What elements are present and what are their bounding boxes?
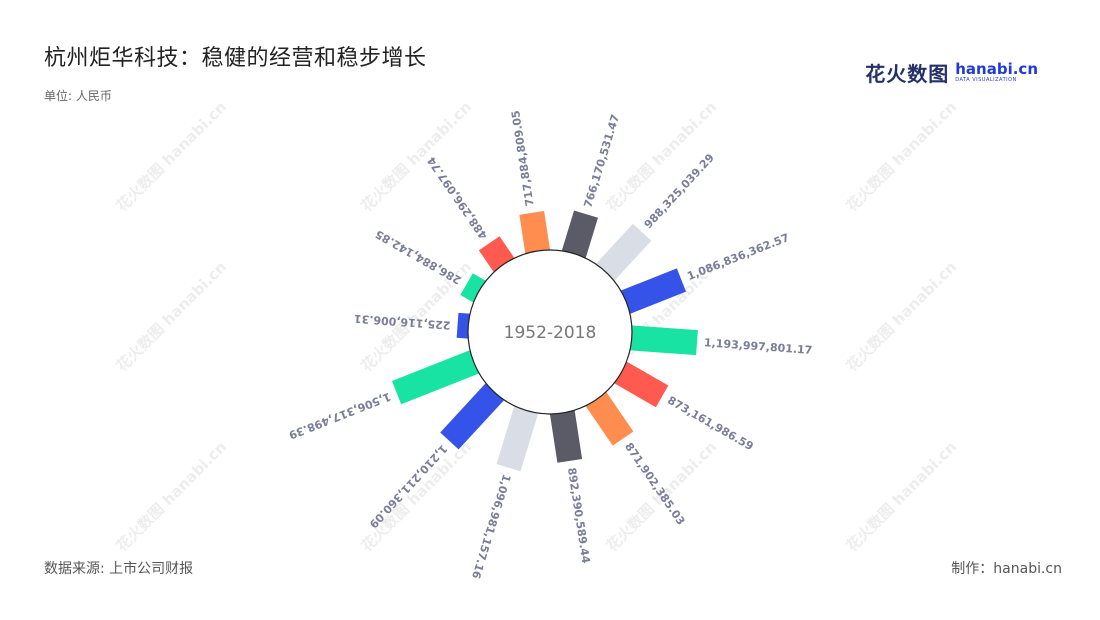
data-label: 766,170,531.47 <box>581 113 622 209</box>
bar <box>595 223 652 282</box>
data-label: 1,096,981,157.16 <box>469 473 513 581</box>
data-label: 717,884,809.05 <box>509 109 537 207</box>
unit-label: 单位: 人民币 <box>44 89 112 103</box>
bar <box>613 360 669 408</box>
center-circle <box>467 249 633 415</box>
data-label: 1,086,836,362.57 <box>685 231 791 283</box>
bar <box>619 268 687 315</box>
logo-english-text: hanabi.cn <box>955 59 1038 78</box>
center-label: 1952-2018 <box>504 323 597 343</box>
bar <box>519 210 551 255</box>
bar <box>391 349 481 405</box>
data-label: 873,161,986.59 <box>665 394 755 453</box>
bar-group: 225,116,006.31 <box>354 312 472 339</box>
chart-title: 杭州炬华科技：稳健的经营和稳步增长 <box>44 46 427 71</box>
bar-group: 717,884,809.05 <box>509 109 551 255</box>
credit-text: 制作：hanabi.cn <box>951 561 1062 577</box>
data-label: 988,325,039.29 <box>642 151 717 231</box>
bar <box>561 210 598 260</box>
bar-group: 286,884,142.85 <box>373 227 487 304</box>
bar-group: 488,296,097.74 <box>425 154 516 274</box>
bar-group: 1,193,997,801.17 <box>628 325 813 357</box>
bar-group: 766,170,531.47 <box>561 113 622 260</box>
bar <box>584 390 634 446</box>
bar-group: 988,325,039.29 <box>595 151 717 282</box>
data-label: 225,116,006.31 <box>354 312 451 332</box>
bar <box>440 382 505 450</box>
data-label: 1,506,317,498.39 <box>287 390 393 442</box>
bar <box>496 404 539 472</box>
data-label: 1,210,211,360.09 <box>367 442 450 531</box>
bar-group: 871,902,385.03 <box>584 390 687 528</box>
bar <box>460 273 487 304</box>
data-label: 892,390,589.44 <box>565 467 593 565</box>
bar <box>628 325 698 356</box>
data-label: 488,296,097.74 <box>425 154 491 241</box>
bar <box>549 409 583 463</box>
data-label: 1,193,997,801.17 <box>704 336 813 357</box>
bar-group: 892,390,589.44 <box>549 409 593 565</box>
data-source: 数据来源: 上市公司财报 <box>44 561 194 577</box>
data-label: 286,884,142.85 <box>373 227 463 286</box>
logo-chinese-text: 花火数图 <box>865 61 950 86</box>
brand-logo: 花火数图 hanabi.cn DATA VISUALIZATION <box>865 58 1038 86</box>
data-label: 871,902,385.03 <box>622 440 687 527</box>
logo-subtitle: DATA VISUALIZATION <box>955 76 1017 83</box>
